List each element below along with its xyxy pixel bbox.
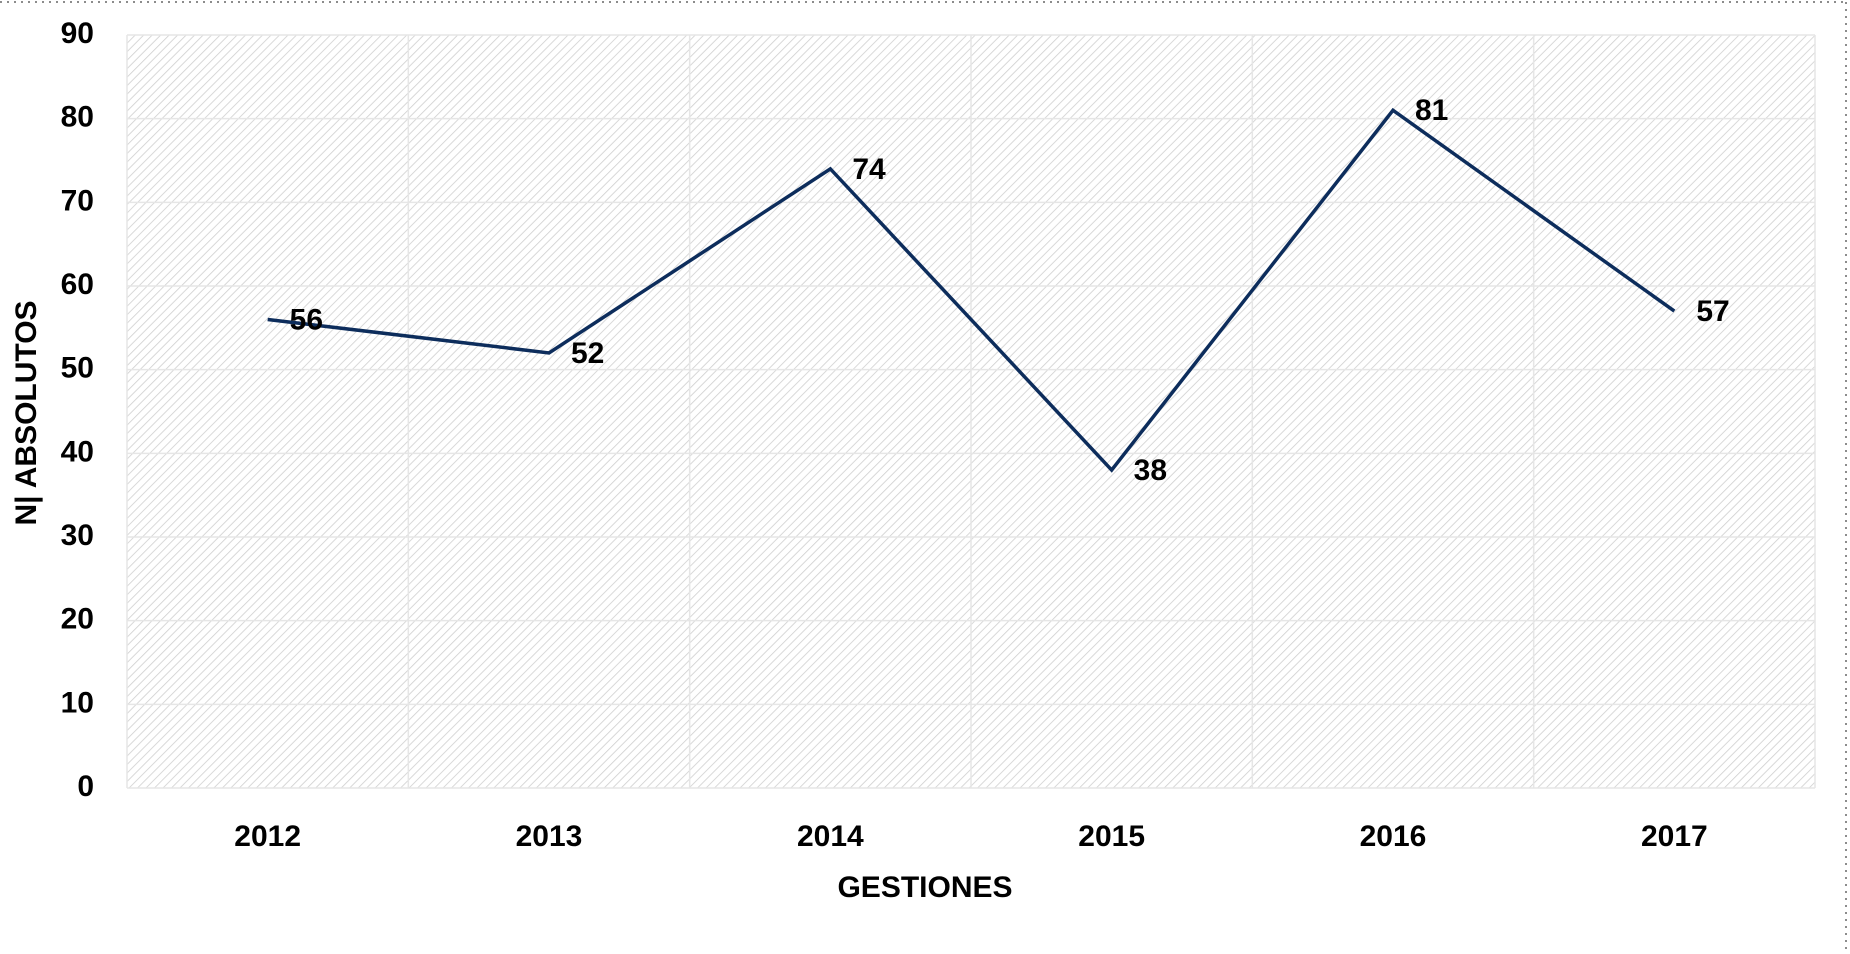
x-tick-label: 2014 xyxy=(797,820,864,853)
data-label: 52 xyxy=(571,337,604,370)
y-tick-label: 10 xyxy=(61,686,94,719)
x-tick-label: 2015 xyxy=(1078,820,1145,853)
y-axis-label: N| ABSOLUTOS xyxy=(10,300,43,525)
x-tick-label: 2017 xyxy=(1641,820,1708,853)
x-tick-label: 2013 xyxy=(516,820,583,853)
data-label: 74 xyxy=(852,153,886,186)
y-tick-label: 90 xyxy=(61,17,94,50)
y-tick-label: 50 xyxy=(61,352,94,385)
data-line xyxy=(267,107,1676,473)
data-label: 81 xyxy=(1415,94,1448,127)
y-tick-label: 20 xyxy=(61,603,94,636)
y-tick-label: 80 xyxy=(61,101,94,134)
x-tick-label: 2012 xyxy=(234,820,301,853)
x-tick-label: 2016 xyxy=(1360,820,1427,853)
x-axis-label: GESTIONES xyxy=(837,871,1012,904)
data-label: 38 xyxy=(1134,454,1167,487)
y-tick-label: 40 xyxy=(61,435,94,468)
y-tick-label: 70 xyxy=(61,184,94,217)
y-tick-label: 60 xyxy=(61,268,94,301)
data-label: 56 xyxy=(290,303,323,336)
y-tick-label: 0 xyxy=(77,770,94,803)
y-tick-label: 30 xyxy=(61,519,94,552)
data-label: 57 xyxy=(1696,295,1729,328)
